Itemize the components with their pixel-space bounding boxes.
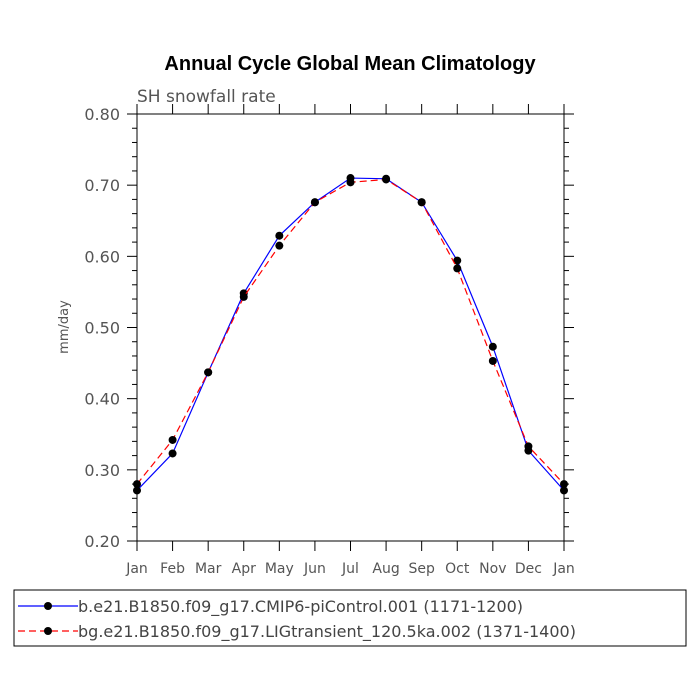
legend-label-2: bg.e21.B1850.f09_g17.LIGtransient_120.5k… — [78, 622, 576, 642]
data-point-series-2 — [417, 198, 426, 207]
x-tick-label: Jul — [341, 561, 359, 577]
x-tick-label: Dec — [515, 561, 542, 577]
y-tick-label: 0.30 — [84, 461, 120, 480]
chart-subtitle: SH snowfall rate — [137, 87, 276, 107]
data-point-series-2 — [310, 198, 319, 207]
y-tick-label: 0.80 — [84, 105, 120, 124]
legend: b.e21.B1850.f09_g17.CMIP6-piControl.001 … — [13, 589, 687, 647]
data-point-series-2 — [275, 241, 284, 250]
y-tick-label: 0.40 — [84, 390, 120, 409]
data-point-series-2 — [453, 264, 462, 273]
x-tick-label: Jun — [303, 561, 326, 577]
y-tick-label: 0.60 — [84, 247, 120, 266]
x-tick-label: Apr — [232, 561, 256, 577]
legend-marker-2 — [44, 627, 52, 635]
x-tick-label: Oct — [445, 561, 470, 577]
series-layer — [133, 174, 568, 495]
legend-label-1: b.e21.B1850.f09_g17.CMIP6-piControl.001 … — [78, 597, 523, 617]
x-tick-label: Aug — [372, 561, 399, 577]
axes-layer: 0.20 0.30 0.40 0.50 0.60 0.70 0.80 Jan Feb Mar Apr… — [84, 104, 575, 577]
x-tick-label: Mar — [195, 561, 222, 577]
data-point-series-2 — [346, 178, 355, 187]
x-tick-label: Feb — [160, 561, 185, 577]
x-tick-label: Jan — [125, 561, 148, 577]
data-point-series-2 — [133, 480, 141, 489]
data-point-series-1 — [168, 449, 177, 458]
data-point-series-1 — [453, 256, 462, 265]
y-tick-label: 0.70 — [84, 176, 120, 195]
data-point-series-1 — [275, 231, 284, 240]
legend-marker-1 — [44, 602, 52, 610]
data-point-series-1 — [488, 342, 497, 351]
data-point-series-2 — [524, 442, 533, 451]
y-tick-label: 0.20 — [84, 532, 120, 551]
data-point-series-1 — [133, 486, 141, 495]
data-point-series-1 — [560, 486, 568, 495]
data-point-series-2 — [382, 175, 391, 184]
x-tick-label: Nov — [479, 561, 506, 577]
legend-box — [13, 589, 687, 647]
data-point-series-2 — [204, 368, 213, 377]
data-point-series-2 — [239, 292, 248, 301]
y-tick-label: 0.50 — [84, 319, 120, 338]
chart-title: Annual Cycle Global Mean Climatology — [164, 53, 536, 75]
data-point-series-2 — [488, 356, 497, 365]
series-line-2 — [136, 178, 565, 485]
data-point-series-2 — [168, 435, 177, 444]
y-axis-label: mm/day — [57, 300, 72, 354]
series-line-1 — [136, 177, 565, 491]
x-tick-label: Sep — [408, 561, 435, 577]
x-tick-label: May — [265, 561, 294, 577]
data-point-series-2 — [560, 480, 568, 489]
x-tick-label: Jan — [552, 561, 575, 577]
